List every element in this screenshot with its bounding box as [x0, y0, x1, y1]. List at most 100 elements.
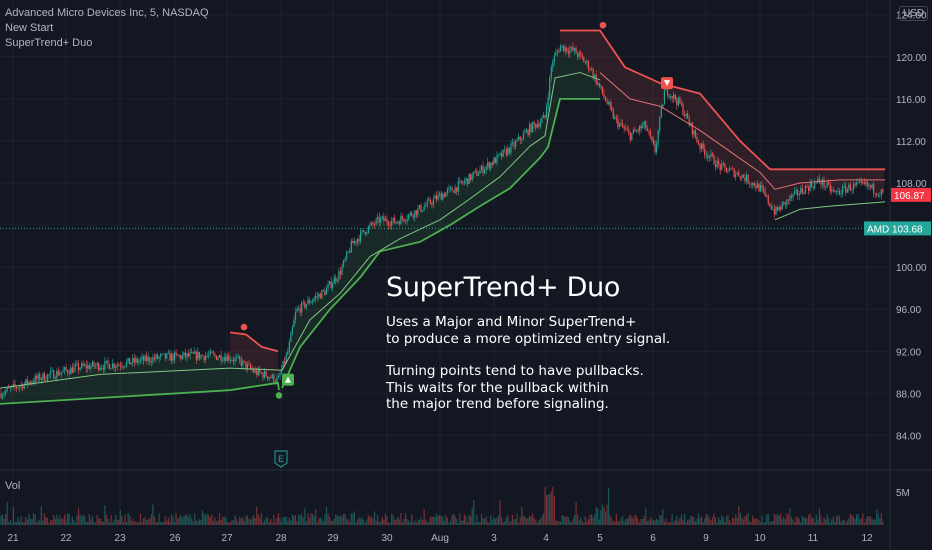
symbol-title[interactable]: Advanced Micro Devices Inc, 5, NASDAQ	[5, 7, 209, 19]
candle-body	[164, 353, 166, 359]
volume-bar	[301, 513, 303, 525]
volume-bar	[674, 519, 676, 525]
candle-body	[597, 82, 599, 84]
candle-body	[404, 220, 407, 222]
candle-body	[513, 142, 515, 147]
indicator-supertrend-duo[interactable]: SuperTrend+ Duo	[5, 37, 93, 49]
volume-bar	[205, 515, 207, 525]
candle-body	[122, 366, 125, 368]
candle-body	[108, 363, 111, 370]
candle-body	[772, 209, 774, 211]
candle-body	[573, 47, 576, 51]
candle-body	[541, 117, 543, 123]
volume-bar	[868, 516, 870, 525]
candle-body	[463, 180, 466, 183]
volume-bar	[753, 519, 755, 525]
volume-bar	[701, 516, 703, 525]
volume-bar	[408, 520, 410, 525]
volume-bar	[448, 522, 450, 525]
candle-body	[480, 165, 483, 171]
candle-body	[583, 57, 585, 63]
volume-bar	[713, 513, 715, 525]
symbol-price-label: AMD 103.68	[867, 224, 923, 235]
volume-bar	[814, 522, 816, 525]
currency-button[interactable]: USD	[899, 6, 929, 21]
volume-bar	[277, 513, 280, 525]
volume-bar	[25, 516, 27, 525]
candle-body	[263, 371, 266, 378]
candle-body	[170, 354, 173, 361]
candle-body	[556, 50, 559, 53]
candle-body	[28, 381, 30, 385]
volume-bar	[508, 522, 510, 525]
candle-body	[756, 183, 758, 189]
volume-bar	[11, 522, 13, 525]
candle-body	[409, 212, 411, 215]
candle-body	[304, 301, 306, 308]
candle-body	[259, 368, 261, 373]
volume-bar	[400, 513, 402, 525]
volume-bar	[248, 518, 250, 525]
candle-body	[1, 395, 4, 398]
candle-body	[6, 387, 8, 391]
candle-body	[590, 68, 593, 70]
volume-bar	[637, 518, 639, 525]
candle-body	[488, 162, 490, 169]
candle-body	[194, 351, 196, 354]
volume-bar	[572, 519, 574, 525]
volume-bar	[118, 520, 120, 525]
candle-body	[490, 162, 492, 169]
volume-bar	[750, 522, 752, 525]
candle-body	[657, 130, 659, 144]
candle-body	[555, 52, 557, 56]
volume-bar	[550, 491, 552, 525]
volume-bar	[338, 516, 340, 525]
volume-bar	[766, 514, 768, 525]
volume-bar	[274, 522, 276, 525]
volume-bar	[242, 517, 244, 525]
candle-body	[550, 67, 552, 78]
volume-bar	[797, 516, 799, 525]
volume-bar	[20, 516, 22, 525]
volume-bar	[346, 519, 348, 525]
volume-bar	[494, 518, 497, 525]
volume-bar	[673, 522, 675, 525]
candle-body	[249, 364, 252, 369]
price-axis[interactable]: 84.0088.0092.0096.00100.00104.00108.0011…	[864, 11, 931, 499]
candle-body	[763, 187, 765, 191]
candle-body	[609, 101, 611, 107]
candle-body	[521, 139, 523, 141]
volume-bar	[533, 517, 535, 525]
candle-body	[532, 122, 534, 132]
volume-bar	[322, 521, 324, 525]
candle-body	[285, 354, 287, 363]
candle-body	[711, 153, 714, 156]
time-axis[interactable]: 21 22 23 26 27 28 29 30 Aug 3 4 5 6 9 10 11 12	[7, 533, 873, 544]
candle-body	[288, 341, 290, 352]
candle-body	[36, 376, 38, 379]
candle-body	[569, 49, 571, 54]
candle-body	[601, 86, 603, 94]
candle-body	[311, 300, 314, 302]
earnings-marker: E	[274, 450, 288, 468]
volume-bar	[229, 521, 231, 525]
volume-bar	[440, 515, 442, 525]
volume-bar	[877, 513, 879, 525]
chart-legend: Advanced Micro Devices Inc, 5, NASDAQ Ne…	[5, 6, 209, 51]
candle-body	[482, 165, 484, 173]
volume-bar	[612, 520, 614, 525]
candle-body	[158, 356, 160, 359]
volume-bar	[353, 511, 355, 525]
major-supertrend-bull	[281, 97, 600, 389]
indicator-new-start[interactable]: New Start	[5, 22, 54, 34]
volume-bar	[22, 521, 24, 525]
volume-bar	[380, 521, 382, 525]
candle-body	[377, 216, 379, 220]
volume-bar	[741, 517, 743, 525]
candle-body	[693, 130, 695, 135]
candle-body	[57, 370, 59, 376]
candle-body	[327, 284, 329, 289]
candle-body	[821, 179, 824, 185]
volume-bar	[215, 521, 218, 525]
